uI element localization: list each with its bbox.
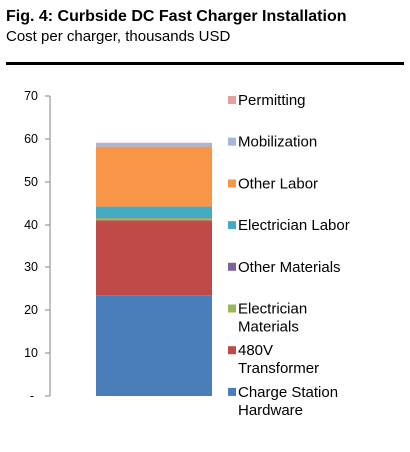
legend-label: Electrician Labor [238,217,350,234]
bar-segments [96,142,212,396]
bar-segment-electrician-materials [96,218,212,221]
bar-segment-mobilization [96,143,212,147]
legend-marker [228,387,236,396]
y-tick-label: 60 [24,132,38,146]
y-tick-label: 70 [24,89,38,103]
legend-marker [228,96,236,104]
legend-label: Other Materials [238,259,341,276]
bar-segment-charge-station-hardware [96,295,212,396]
bar-segment-480v-transformer [96,220,212,296]
y-tick-label: 40 [24,218,38,232]
y-tick-label: 30 [24,260,38,274]
bar-segment-permitting [96,142,212,144]
legend-marker [228,137,236,146]
y-tick-label: 20 [24,303,38,317]
legend-marker [228,304,236,313]
legend-marker [228,179,236,188]
bar-segment-other-materials [96,217,212,219]
legend-marker [228,221,236,230]
legend-label: Charge Station Hardware [238,384,338,419]
title-rule [6,62,404,65]
legend-label: Mobilization [238,134,317,151]
chart-title: Fig. 4: Curbside DC Fast Charger Install… [6,8,347,25]
bar-segment-electrician-labor [96,206,212,218]
y-tick-label: 10 [24,346,38,360]
chart-subtitle: Cost per charger, thousands USD [6,28,231,45]
legend-label: Permitting [238,92,306,109]
legend-label: Electrician Materials [238,301,307,336]
legend-label: 480V Transformer [238,342,319,377]
legend-marker [228,346,236,355]
legend-marker [228,262,236,271]
y-tick-label: 50 [24,175,38,189]
bar-segment-other-labor [96,146,212,207]
legend: Charge Station Hardware 480V Transformer Ele… [228,92,350,419]
legend-label: Other Labor [238,175,318,192]
y-tick-label: - [30,389,34,403]
